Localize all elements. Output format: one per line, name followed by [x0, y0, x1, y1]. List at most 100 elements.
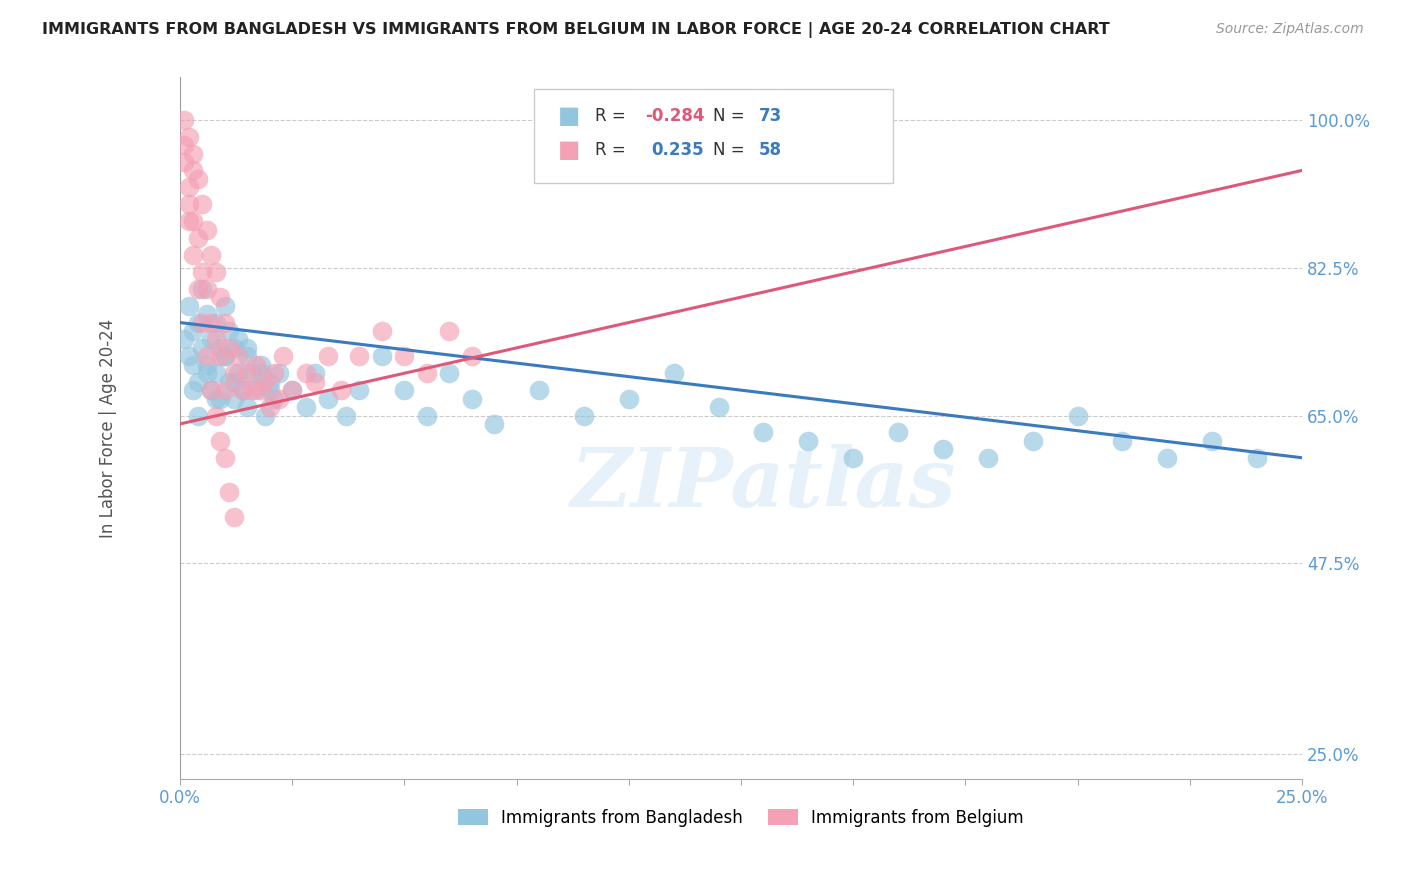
Text: ■: ■: [558, 138, 581, 161]
Point: [209, 434, 232, 448]
Point: [349, 383, 371, 397]
Point: [177, 180, 200, 194]
Point: [218, 375, 240, 389]
Point: [218, 324, 240, 338]
Point: [177, 129, 200, 144]
Point: [263, 392, 285, 406]
Point: [1201, 434, 1223, 448]
Point: [187, 375, 209, 389]
Point: [1022, 434, 1045, 448]
Point: [195, 358, 218, 372]
Point: [226, 349, 249, 363]
Point: [245, 383, 267, 397]
Point: [200, 248, 222, 262]
Point: [187, 231, 209, 245]
Point: [214, 349, 236, 363]
Point: [173, 112, 195, 127]
Point: [191, 316, 214, 330]
Point: [416, 409, 439, 423]
Point: [482, 417, 505, 431]
Point: [183, 163, 205, 178]
Point: [183, 146, 205, 161]
Text: N =: N =: [713, 141, 749, 159]
Point: [1111, 434, 1133, 448]
Point: [204, 265, 226, 279]
Point: [437, 324, 460, 338]
Point: [191, 197, 214, 211]
Text: ■: ■: [558, 104, 581, 128]
Point: [294, 366, 316, 380]
Point: [662, 366, 685, 380]
Point: [245, 358, 267, 372]
Text: 73: 73: [759, 107, 783, 125]
Point: [209, 290, 232, 304]
Point: [183, 383, 205, 397]
Point: [177, 214, 200, 228]
Text: ZIPatlas: ZIPatlas: [571, 444, 956, 524]
Text: R =: R =: [595, 141, 631, 159]
Point: [460, 349, 482, 363]
Point: [1066, 409, 1088, 423]
Legend: Immigrants from Bangladesh, Immigrants from Belgium: Immigrants from Bangladesh, Immigrants f…: [451, 803, 1031, 834]
Text: -0.284: -0.284: [645, 107, 704, 125]
Point: [200, 383, 222, 397]
Point: [195, 307, 218, 321]
Point: [173, 155, 195, 169]
Point: [222, 341, 245, 355]
Point: [222, 366, 245, 380]
Point: [200, 383, 222, 397]
Point: [226, 333, 249, 347]
Point: [191, 265, 214, 279]
Point: [932, 442, 955, 457]
Point: [236, 341, 259, 355]
Point: [191, 341, 214, 355]
Point: [209, 341, 232, 355]
Point: [191, 282, 214, 296]
Point: [187, 316, 209, 330]
Point: [232, 383, 254, 397]
Point: [527, 383, 550, 397]
Point: [183, 248, 205, 262]
Point: [177, 299, 200, 313]
Point: [214, 299, 236, 313]
Point: [214, 349, 236, 363]
Point: [316, 349, 339, 363]
Text: IMMIGRANTS FROM BANGLADESH VS IMMIGRANTS FROM BELGIUM IN LABOR FORCE | AGE 20-24: IMMIGRANTS FROM BANGLADESH VS IMMIGRANTS…: [42, 22, 1109, 38]
Point: [187, 172, 209, 186]
Point: [259, 383, 281, 397]
Point: [259, 400, 281, 414]
Text: Source: ZipAtlas.com: Source: ZipAtlas.com: [1216, 22, 1364, 37]
Point: [200, 316, 222, 330]
Point: [236, 366, 259, 380]
Point: [294, 400, 316, 414]
Point: [1246, 450, 1268, 465]
Point: [187, 409, 209, 423]
Point: [195, 222, 218, 236]
Point: [752, 425, 775, 440]
Point: [267, 366, 290, 380]
Point: [977, 450, 1000, 465]
Point: [204, 333, 226, 347]
Point: [394, 349, 416, 363]
Point: [416, 366, 439, 380]
Text: N =: N =: [713, 107, 749, 125]
Point: [254, 409, 277, 423]
Point: [209, 349, 232, 363]
Point: [214, 450, 236, 465]
Point: [267, 392, 290, 406]
Point: [263, 366, 285, 380]
Y-axis label: In Labor Force | Age 20-24: In Labor Force | Age 20-24: [100, 318, 117, 538]
Point: [236, 349, 259, 363]
Point: [887, 425, 910, 440]
Point: [204, 409, 226, 423]
Point: [173, 138, 195, 153]
Point: [437, 366, 460, 380]
Point: [281, 383, 304, 397]
Point: [177, 197, 200, 211]
Point: [200, 333, 222, 347]
Point: [183, 324, 205, 338]
Point: [183, 214, 205, 228]
Point: [249, 358, 271, 372]
Point: [204, 392, 226, 406]
Point: [218, 484, 240, 499]
